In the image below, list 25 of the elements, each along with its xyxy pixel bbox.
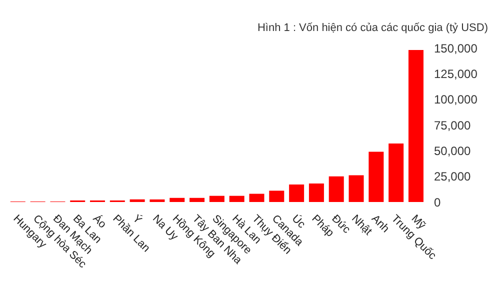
bar [209,196,224,202]
bar [308,184,324,202]
bar [170,198,185,202]
bar [289,184,304,202]
bar [408,50,424,202]
bar [150,199,165,202]
bar [249,194,264,202]
bar [269,190,284,202]
y-tick-label: 25,000 [434,170,472,184]
y-tick-label: 75,000 [434,118,472,132]
bar [368,152,384,202]
bar [190,198,205,202]
x-tick-label: Ý [130,212,146,227]
x-tick-label: Áo [90,212,110,231]
bar [130,199,145,202]
y-tick-label: 0 [434,195,441,210]
y-tick-label: 150,000 [434,41,478,56]
bar [388,143,404,202]
bar [348,175,364,202]
y-tick-label: 50,000 [434,144,472,158]
y-tick-label: 125,000 [434,66,478,81]
chart-title: Hình 1 : Vốn hiện có của các quốc gia (tỷ USD) [257,22,488,34]
y-tick-label: 100,000 [434,92,478,107]
bar [328,176,344,202]
bar [229,196,244,202]
